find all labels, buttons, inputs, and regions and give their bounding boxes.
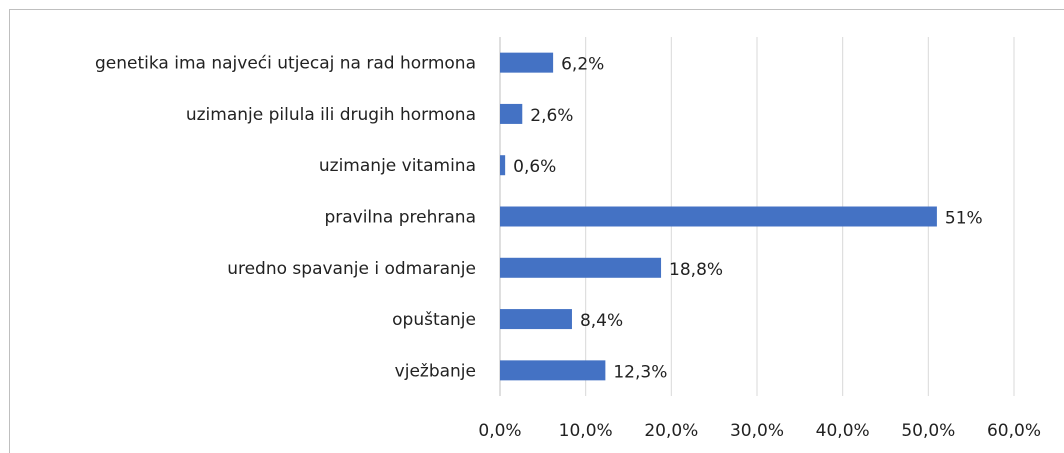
y-tick-label: genetika ima najveći utjecaj na rad horm… xyxy=(95,54,476,74)
x-tick-label: 50,0% xyxy=(901,421,955,441)
bar xyxy=(500,155,506,176)
bar xyxy=(500,309,572,330)
data-label: 6,2% xyxy=(561,55,604,75)
x-tick-label: 0,0% xyxy=(478,421,521,441)
bar xyxy=(500,360,606,381)
y-tick-label: vježbanje xyxy=(395,361,476,381)
bar xyxy=(500,103,523,124)
y-tick-label: uzimanje pilula ili drugih hormona xyxy=(186,105,476,125)
bar xyxy=(500,257,662,278)
x-tick-label: 30,0% xyxy=(730,421,784,441)
data-label: 8,4% xyxy=(580,311,623,331)
x-tick-label: 60,0% xyxy=(987,421,1041,441)
data-label: 18,8% xyxy=(669,260,723,280)
x-tick-label: 10,0% xyxy=(559,421,613,441)
data-label: 12,3% xyxy=(613,362,667,382)
x-tick-label: 40,0% xyxy=(816,421,870,441)
y-tick-label: uredno spavanje i odmaranje xyxy=(227,259,476,279)
bar xyxy=(500,52,554,73)
chart-frame xyxy=(9,9,1064,453)
y-tick-label: opuštanje xyxy=(392,310,476,330)
data-label: 2,6% xyxy=(530,106,573,126)
x-tick-label: 20,0% xyxy=(644,421,698,441)
bar xyxy=(500,206,937,227)
data-label: 51% xyxy=(945,209,983,229)
y-tick-label: uzimanje vitamina xyxy=(319,156,476,176)
data-label: 0,6% xyxy=(513,157,556,177)
y-tick-label: pravilna prehrana xyxy=(324,208,476,228)
